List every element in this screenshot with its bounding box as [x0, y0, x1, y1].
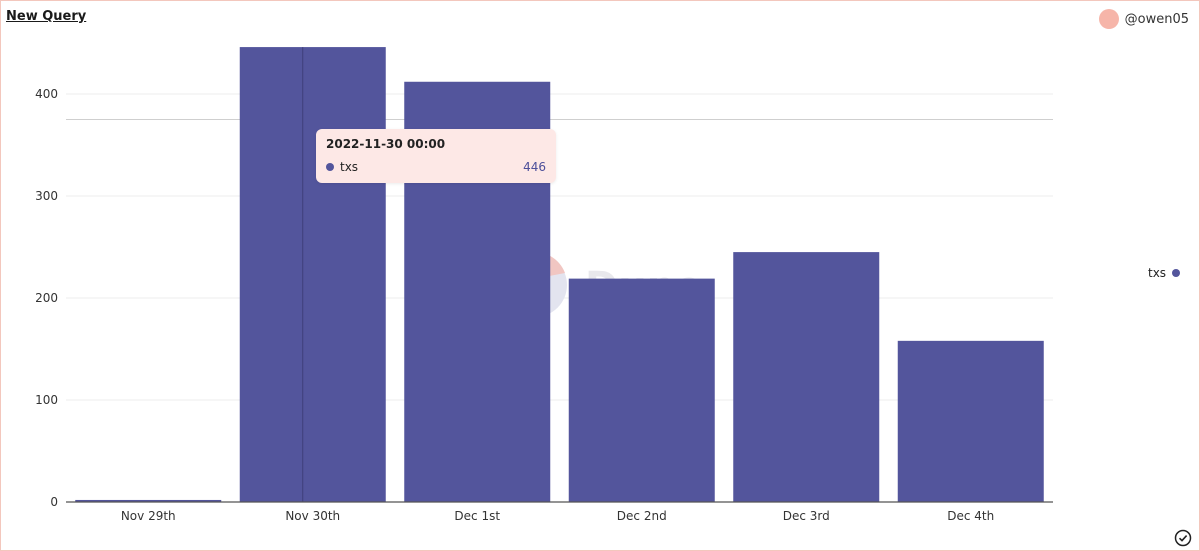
x-tick-label: Dec 2nd	[617, 509, 667, 523]
bar[interactable]	[239, 47, 386, 503]
tooltip-title: 2022-11-30 00:00	[326, 137, 446, 151]
x-tick-label: Dec 3rd	[783, 509, 830, 523]
x-tick-label: Nov 30th	[285, 509, 340, 523]
grid-lines	[66, 93, 1053, 401]
y-tick-label: 200	[35, 291, 58, 305]
y-tick-label: 300	[35, 189, 58, 203]
username: @owen05	[1124, 11, 1189, 27]
y-tick-label: 100	[35, 393, 58, 407]
check-circle-icon[interactable]	[1174, 529, 1192, 547]
query-title[interactable]: New Query	[6, 9, 87, 24]
bar[interactable]	[733, 252, 880, 502]
tooltip-value: 446	[523, 160, 546, 174]
user-badge[interactable]: @owen05	[1098, 9, 1189, 29]
tooltip-row: txs 446	[326, 160, 546, 174]
legend[interactable]: txs	[1148, 266, 1181, 280]
x-tick-label: Dec 1st	[454, 509, 500, 523]
series-dot-icon	[326, 163, 334, 171]
bar[interactable]	[568, 278, 715, 502]
y-tick-label: 0	[50, 495, 58, 509]
tooltip-series: txs	[340, 160, 359, 174]
y-tick-label: 400	[35, 87, 58, 101]
bar[interactable]	[75, 499, 222, 502]
avatar	[1098, 9, 1119, 29]
legend-label: txs	[1148, 266, 1167, 280]
legend-dot-icon	[1172, 269, 1181, 277]
x-tick-label: Nov 29th	[121, 509, 176, 523]
tooltip: 2022-11-30 00:00 txs 446	[316, 129, 556, 183]
axes: 0 100 200 300 400 Nov 29th Nov 30th Dec 1st Dec …	[35, 87, 1053, 523]
x-tick-label: Dec 4th	[947, 509, 994, 523]
bars	[75, 47, 1044, 503]
bar[interactable]	[897, 340, 1044, 502]
